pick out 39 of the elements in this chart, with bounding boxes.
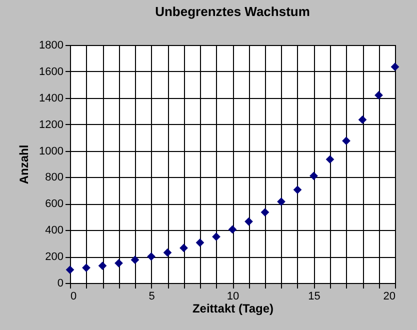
- point: [66, 266, 74, 274]
- y-tick-label: 1600: [39, 66, 64, 78]
- point: [212, 232, 220, 241]
- point: [310, 172, 318, 180]
- y-axis-title: Anzahl: [17, 144, 32, 184]
- point: [293, 186, 302, 194]
- point: [130, 256, 140, 264]
- chart-title: Unbegrenztes Wachstum: [155, 4, 310, 19]
- y-tick-label: 1800: [39, 40, 64, 52]
- point: [180, 244, 188, 252]
- point: [358, 116, 367, 124]
- point: [390, 62, 400, 71]
- y-tick-label: 1200: [39, 118, 64, 131]
- point: [114, 258, 123, 268]
- x-tick-label: 20: [383, 290, 396, 302]
- point: [326, 155, 334, 164]
- x-tick-label: 10: [226, 290, 240, 302]
- point: [163, 248, 172, 257]
- point: [374, 91, 383, 100]
- y-tick-label: 600: [45, 198, 64, 210]
- y-tick-label: 1400: [39, 92, 64, 104]
- point: [342, 136, 350, 146]
- y-tick-label: 400: [45, 224, 64, 237]
- x-tick-label: 15: [308, 290, 320, 302]
- x-tick-label: 5: [148, 290, 155, 302]
- x-tick-label: 0: [70, 290, 77, 302]
- point: [260, 208, 270, 216]
- y-tick-label: 200: [45, 251, 64, 264]
- point: [196, 238, 204, 247]
- y-tick-label: 800: [45, 172, 64, 184]
- point: [98, 262, 107, 270]
- x-axis-title: Zeittakt (Tage): [192, 302, 274, 316]
- y-tick-label: 0: [57, 278, 64, 290]
- point: [82, 264, 90, 272]
- point: [244, 217, 253, 226]
- y-tick-label: 1000: [39, 145, 64, 158]
- point: [277, 198, 286, 206]
- point: [147, 252, 156, 261]
- point: [228, 225, 237, 234]
